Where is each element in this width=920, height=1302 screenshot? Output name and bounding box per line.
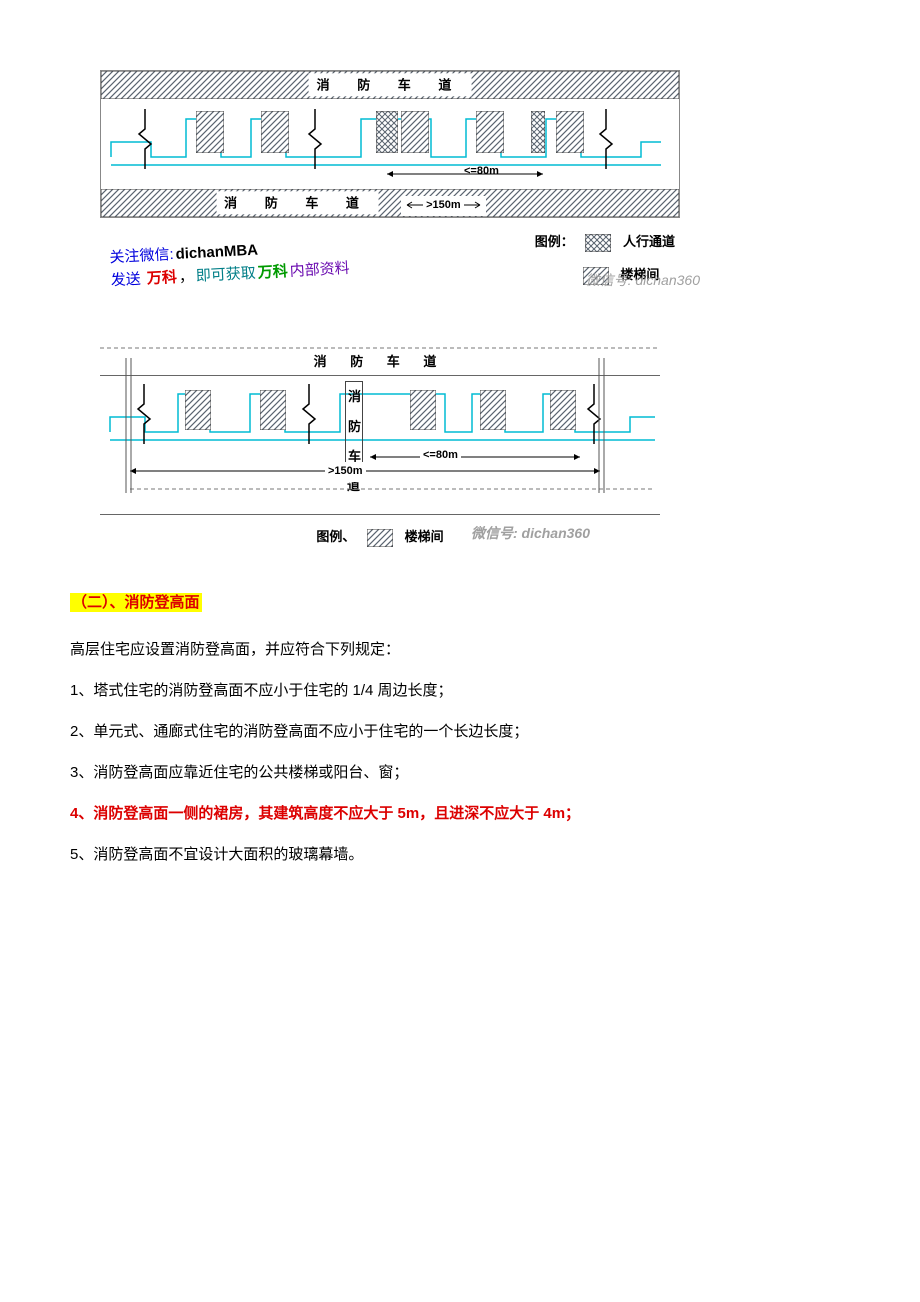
list-item-1: 1、塔式住宅的消防登高面不应小于住宅的 1/4 周边长度； [70, 677, 850, 704]
stairwell-block [401, 111, 429, 153]
fire-lane-diagram-1: 消 防 车 道 [100, 70, 680, 308]
dim-line-80 [101, 169, 679, 189]
list-item-4: 4、消防登高面一侧的裙房，其建筑高度不应大于 5m，且进深不应大于 4m； [70, 800, 850, 827]
d2-legend-title: 图例、 [316, 529, 355, 544]
dim-lines-d2 [100, 451, 660, 491]
stairwell-block [410, 390, 436, 430]
diagram1-legend-row: 关注微信:dichanMBA 发送 万科，即可获取万科内部资料 图例： 人行通道… [100, 218, 680, 308]
section-heading-wrap: （二）、消防登高面 [60, 589, 860, 616]
d2-legend-label: 楼梯间 [405, 529, 444, 544]
pedestrian-passage-block [376, 111, 398, 153]
legend-title: 图例： [535, 234, 574, 249]
legend-swatch-diag [367, 529, 393, 547]
stairwell-block [196, 111, 224, 153]
bottom-fire-lane-bar: 消 防 车 道 >150m [101, 189, 679, 217]
list-item-5: 5、消防登高面不宜设计大面积的玻璃幕墙。 [70, 841, 850, 868]
break-symbol-icon [300, 384, 318, 456]
fire-lane-diagram-2: 消 防 车 道 消 防 车 道 [100, 348, 660, 559]
stairwell-block [260, 390, 286, 430]
stairwell-block [550, 390, 576, 430]
d2-building-row: 消 防 车 道 <=80m >150m [100, 375, 660, 515]
dim-150-label: >150m [401, 196, 486, 216]
promo-text-block: 关注微信:dichanMBA 发送 万科，即可获取万科内部资料 [109, 234, 352, 292]
building-outline-2 [100, 384, 660, 459]
break-symbol-icon [135, 384, 153, 456]
stairwell-block [185, 390, 211, 430]
stairwell-block [476, 111, 504, 153]
d2-legend: 图例、 楼梯间 微信号: dichan360 [100, 515, 660, 558]
top-dash-line [100, 343, 660, 353]
pedestrian-passage-block [531, 111, 545, 153]
list-item-2: 2、单元式、通廊式住宅的消防登高面不应小于住宅的一个长边长度； [70, 718, 850, 745]
list-item-3: 3、消防登高面应靠近住宅的公共楼梯或阳台、窗； [70, 759, 850, 786]
watermark-text: 微信号: dichan360 [471, 521, 590, 546]
section-title: （二）、消防登高面 [70, 593, 202, 612]
dim-80-label: <=80m [420, 446, 461, 466]
building-row-1: <=80m [101, 99, 679, 189]
extension-line-left [124, 358, 136, 493]
watermark-text: 微信号: dichan360 [586, 268, 700, 293]
stairwell-block [556, 111, 584, 153]
dim-150-label: >150m [325, 462, 366, 482]
stairwell-block [480, 390, 506, 430]
fire-lane-label: 消 防 车 道 [216, 191, 379, 214]
stairwell-block [261, 111, 289, 153]
legend-label-pedestrian: 人行通道 [623, 234, 675, 249]
fire-lane-label: 消 防 车 道 [309, 73, 472, 96]
extension-line-right [597, 358, 609, 493]
section-intro: 高层住宅应设置消防登高面，并应符合下列规定： [70, 636, 850, 663]
top-fire-lane-bar: 消 防 车 道 [101, 71, 679, 99]
dim-80-label: <=80m [464, 162, 499, 182]
legend-swatch-crosshatch [585, 234, 611, 252]
